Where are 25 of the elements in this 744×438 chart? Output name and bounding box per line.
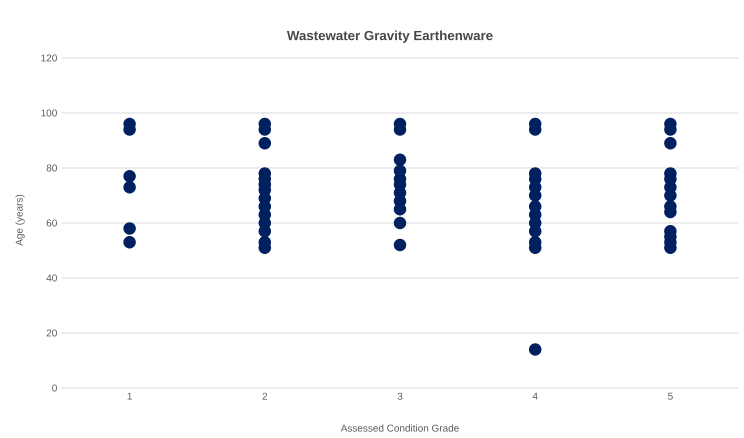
point	[123, 170, 136, 182]
y-tick-label: 80	[46, 164, 57, 172]
y-tick-label: 120	[41, 54, 57, 62]
point	[258, 137, 272, 150]
point	[394, 216, 406, 230]
y-tick-label: 0	[52, 384, 57, 392]
y-tick-label: 20	[46, 329, 57, 337]
x-tick-label: 5	[668, 392, 673, 400]
x-tick-label: 2	[262, 392, 268, 400]
y-tick-label: 100	[41, 109, 57, 117]
x-tick-label: 4	[532, 392, 538, 400]
x-axis-title: Assessed Condition Grade	[340, 424, 459, 432]
chart-title: Wastewater Gravity Earthenware	[286, 30, 493, 43]
point	[123, 222, 136, 235]
point	[123, 236, 136, 248]
y-axis-title: Age (years)	[15, 194, 25, 246]
point	[664, 137, 677, 150]
point	[528, 343, 542, 356]
x-tick-label: 1	[128, 392, 132, 400]
point	[123, 181, 136, 194]
y-tick-label: 60	[46, 219, 57, 227]
point	[394, 238, 406, 252]
point	[394, 154, 406, 166]
x-tick-label: 3	[398, 392, 402, 400]
y-tick-label: 40	[46, 274, 57, 282]
